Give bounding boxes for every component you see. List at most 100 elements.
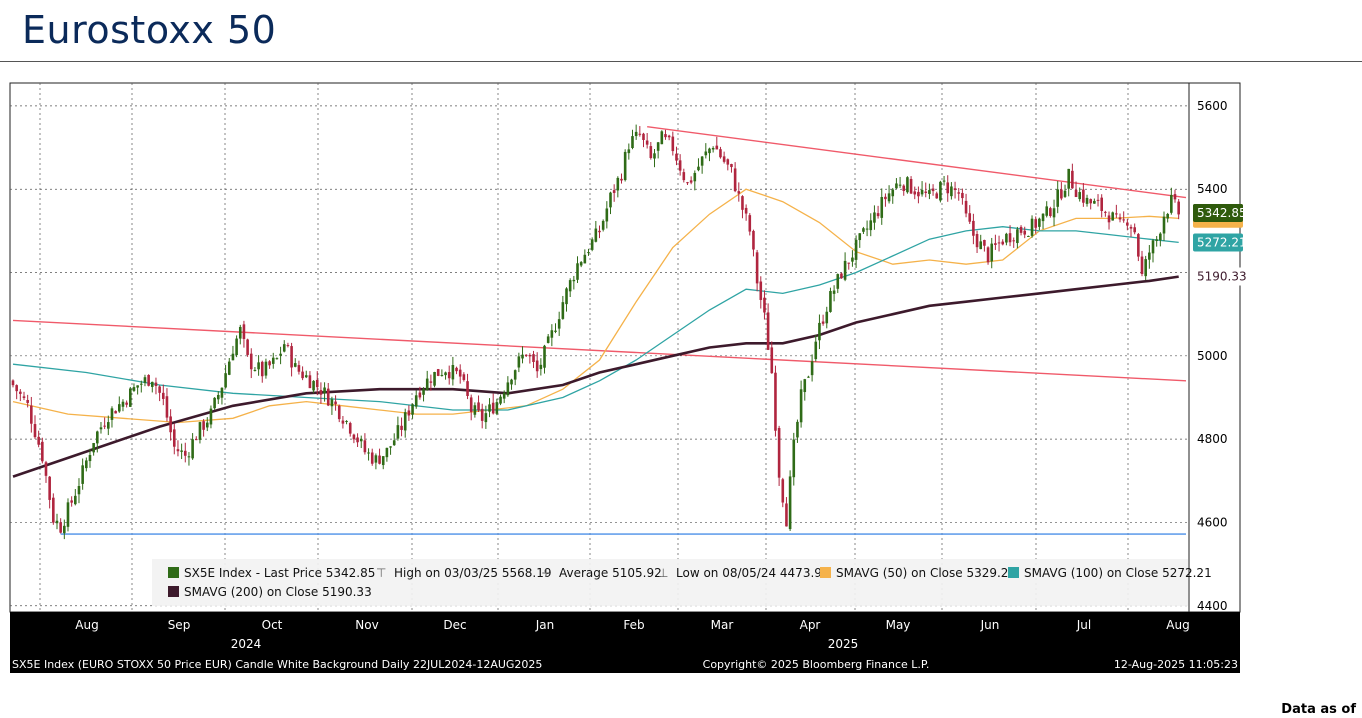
candle-body — [759, 281, 763, 300]
candle-body — [356, 437, 359, 443]
candle-body — [63, 525, 66, 534]
candle-body — [1129, 226, 1133, 229]
candle-body — [653, 153, 656, 159]
legend-entry: Low on 08/05/24 4473.94 — [676, 566, 830, 580]
candle-body — [990, 243, 994, 262]
candle-body — [968, 213, 972, 222]
x-axis-band — [10, 612, 1240, 673]
legend-entry: SMAVG (100) on Close 5272.21 — [1024, 566, 1212, 580]
candle-body — [862, 228, 865, 232]
candle-body — [150, 381, 154, 387]
candle-body — [1122, 219, 1125, 221]
candle-body — [1107, 215, 1111, 223]
legend-swatch — [1008, 567, 1019, 578]
candle-body — [1155, 239, 1158, 242]
candle-body — [521, 354, 524, 359]
candle-body — [920, 189, 924, 195]
candle-body — [565, 288, 568, 305]
candle-body — [183, 450, 187, 456]
candle-body — [909, 178, 913, 194]
candle-body — [1060, 189, 1063, 199]
candle-body — [118, 404, 121, 412]
candle-body — [52, 497, 55, 523]
candle-body — [139, 383, 143, 385]
candle-body — [748, 215, 752, 232]
candle-body — [986, 247, 990, 263]
y-axis-panel — [1188, 82, 1241, 613]
candle-body — [587, 252, 590, 254]
x-month-label: Aug — [75, 618, 98, 632]
candle-body — [950, 186, 953, 197]
price-chart: 44004600480050005200540056005342.855342.… — [9, 82, 1247, 673]
candle-body — [895, 183, 898, 189]
candle-body — [983, 240, 986, 246]
candle-body — [88, 454, 92, 462]
candle-body — [92, 443, 95, 453]
candle-body — [818, 322, 821, 341]
y-tick-label: 4800 — [1197, 432, 1228, 446]
candle-body — [352, 434, 356, 440]
candle-body — [576, 263, 579, 280]
candle-body — [304, 375, 308, 378]
candle-body — [455, 367, 458, 372]
candle-body — [378, 455, 381, 464]
candle-body — [271, 357, 275, 364]
candle-body — [634, 131, 638, 137]
last-price-tag-top-bg — [1193, 204, 1243, 223]
candle-body — [766, 312, 770, 350]
candle-body — [645, 140, 649, 145]
candle-body — [788, 476, 792, 530]
x-month-label: Aug — [1166, 618, 1189, 632]
candle-body — [132, 387, 136, 391]
candle-body — [682, 172, 686, 181]
candle-body — [15, 385, 18, 392]
candle-body — [561, 302, 565, 319]
candle-body — [583, 254, 587, 264]
candle-body — [711, 148, 715, 150]
candle-body — [198, 422, 202, 440]
candle-body — [26, 399, 29, 403]
candle-body — [1166, 213, 1169, 219]
candle-body — [898, 184, 902, 186]
candle-body — [440, 374, 444, 376]
candle-body — [796, 421, 799, 438]
candle-body — [847, 262, 851, 264]
candle-body — [436, 369, 440, 376]
candle-body — [249, 353, 253, 370]
candle-body — [275, 358, 279, 360]
candle-body — [1016, 229, 1019, 244]
candle-body — [953, 188, 957, 191]
candle-body — [961, 192, 964, 199]
candle-body — [840, 273, 843, 279]
sma100-tag-bg — [1193, 233, 1243, 252]
candle-body — [1177, 201, 1180, 215]
trendline-upper-resistance — [647, 126, 1187, 199]
candle-body — [268, 361, 271, 366]
candle-body — [550, 330, 554, 338]
candle-body — [906, 177, 909, 193]
last-price-tag-top: 5342.85 — [1197, 206, 1247, 220]
x-month-label: Jul — [1076, 618, 1091, 632]
candle-body — [506, 382, 510, 396]
legend-marker: ⊥ — [658, 566, 668, 580]
candle-body — [1104, 211, 1107, 213]
candle-body — [1041, 213, 1045, 222]
candle-body — [799, 389, 803, 423]
candle-body — [235, 338, 238, 355]
candle-body — [66, 502, 70, 527]
candle-body — [568, 280, 572, 292]
candle-body — [403, 412, 407, 431]
candle-body — [488, 404, 491, 412]
candle-body — [1027, 235, 1030, 237]
candle-body — [48, 476, 51, 500]
candle-body — [1118, 217, 1122, 220]
candle-body — [502, 392, 506, 399]
candle-body — [1133, 227, 1136, 233]
candle-body — [972, 220, 975, 236]
candle-body — [884, 196, 887, 200]
candle-body — [620, 178, 623, 181]
x-month-label: May — [886, 618, 911, 632]
candle-body — [367, 452, 370, 454]
candle-body — [480, 408, 484, 421]
candle-body — [546, 336, 550, 343]
